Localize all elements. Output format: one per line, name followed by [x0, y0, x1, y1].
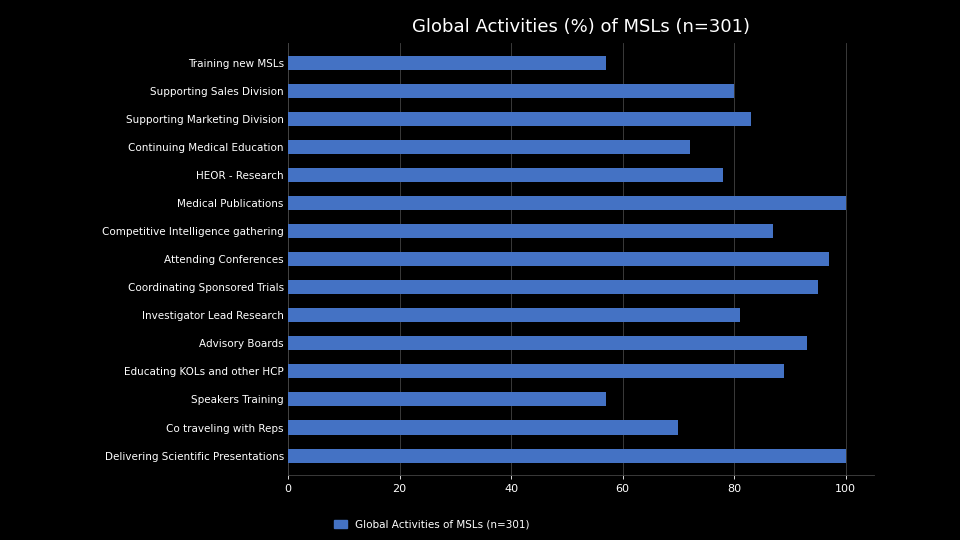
Bar	[288, 56, 606, 70]
Bar	[288, 196, 846, 210]
Bar	[288, 364, 784, 379]
Bar	[288, 140, 689, 154]
Legend: Global Activities of MSLs (n=301): Global Activities of MSLs (n=301)	[334, 519, 530, 529]
Bar	[288, 112, 751, 126]
Bar	[288, 168, 723, 182]
Bar	[288, 336, 806, 350]
Title: Global Activities (%) of MSLs (n=301): Global Activities (%) of MSLs (n=301)	[412, 18, 750, 36]
Bar	[288, 84, 734, 98]
Bar	[288, 449, 846, 463]
Bar	[288, 280, 818, 294]
Bar	[288, 393, 606, 407]
Bar	[288, 224, 773, 238]
Bar	[288, 308, 740, 322]
Bar	[288, 252, 829, 266]
Bar	[288, 421, 679, 435]
